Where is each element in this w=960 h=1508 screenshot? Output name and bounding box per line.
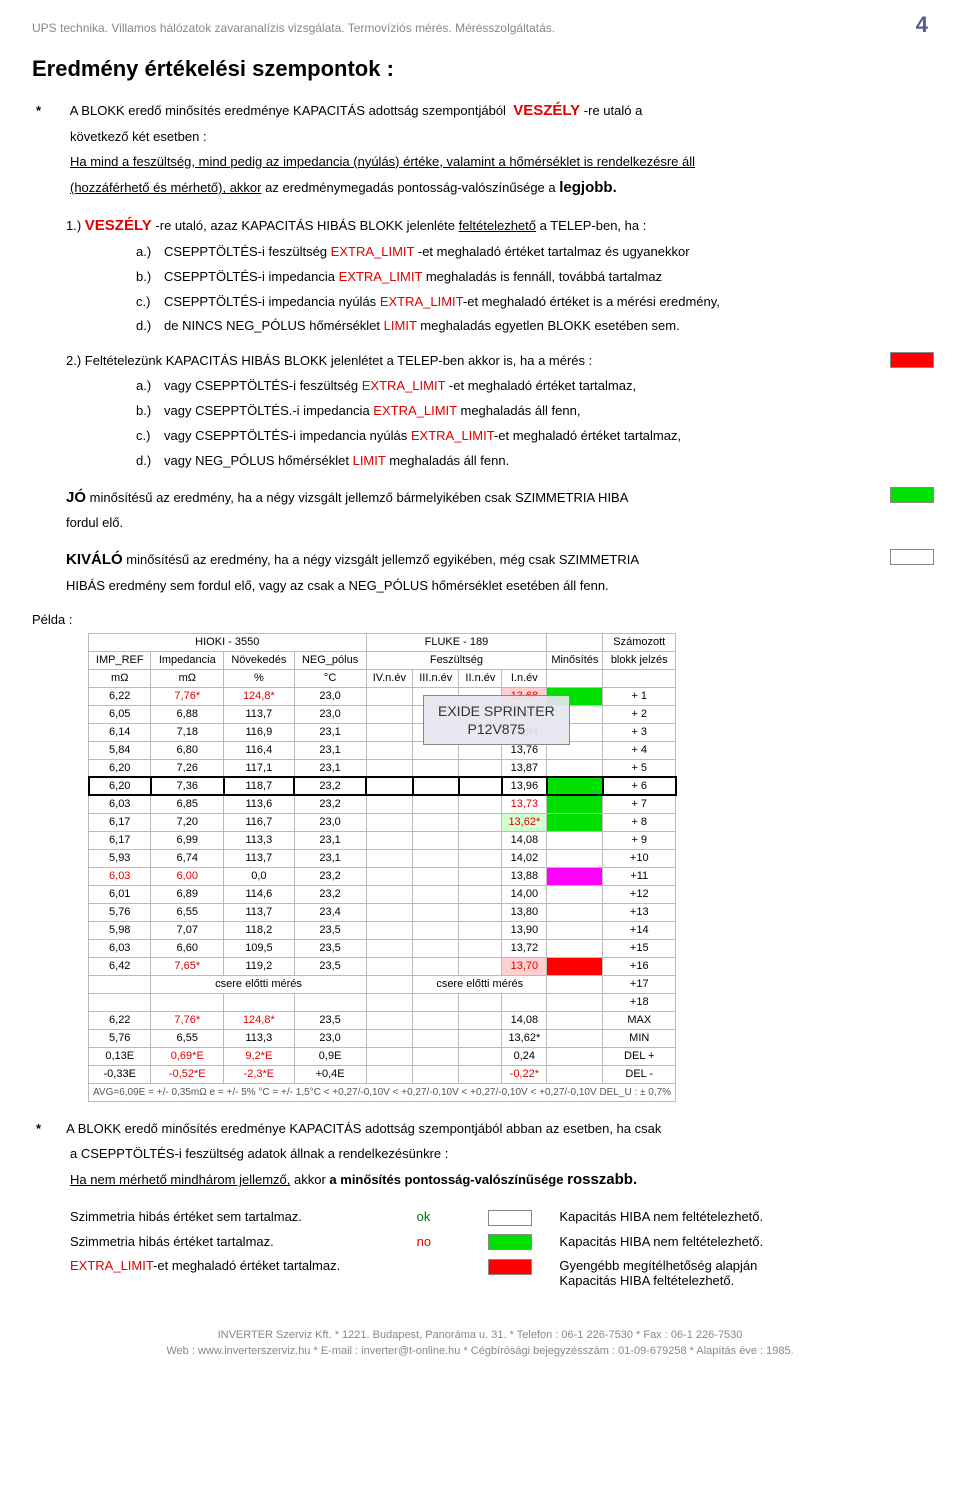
r1a: Szimmetria hibás értéket sem tartalmaz. [36,1205,411,1230]
s2a2: EXTRA_LIMIT [362,378,446,393]
intro-l4b: az eredménymegadás pontosság-valószínűsé… [265,180,556,195]
footer-l2: Web : www.inverterszerviz.hu * E-mail : … [32,1344,928,1359]
r3c: Gyengébb megítélhetőség alapján [559,1258,757,1273]
s1-c: -re utaló, azaz KAPACITÁS HIBÁS BLOKK je… [155,218,455,233]
s1-e: a TELEP-ben, ha : [540,218,647,233]
r3a: EXTRA_LIMIT [70,1258,153,1273]
s1b-lbl: b.) [136,268,156,287]
jo-block: JÓ minősítésű az eredmény, ha a négy viz… [66,487,928,534]
s1d-lbl: d.) [136,317,156,336]
s1d3: meghaladás egyetlen BLOKK esetében sem. [420,318,679,333]
green-swatch [890,487,934,503]
intro-l3: Ha mind a feszültség, mind pedig az impe… [70,153,928,172]
fs-star: * [36,1120,56,1139]
s2d1: vagy NEG_PÓLUS hőmérséklet [164,453,349,468]
wm-l2: P12V875 [438,720,555,738]
red-swatch [890,352,934,368]
footer-l1: INVERTER Szerviz Kft. * 1221. Budapest, … [32,1328,928,1343]
r2b: no [411,1230,482,1255]
page-header: UPS technika. Villamos hálózatok zavaran… [32,12,928,38]
s1-num: 1.) [66,218,81,233]
intro-l4c: legjobb. [559,179,617,196]
s2b2: EXTRA_LIMIT [373,403,457,418]
s2b-lbl: b.) [136,402,156,421]
s2a3: -et meghaladó értéket tartalmaz, [449,378,636,393]
s2c2: EXTRA_LIMIT [411,428,494,443]
white-swatch [890,549,934,565]
page-number: 4 [916,12,928,38]
watermark-box: EXIDE SPRINTER P12V875 [423,695,570,745]
s2c3: -et meghaladó értéket tartalmaz, [494,428,681,443]
s1d1: de NINCS NEG_PÓLUS hőmérséklet [164,318,380,333]
r1b: ok [411,1205,482,1230]
s1a3: -et meghaladó értéket tartalmaz és ugyan… [418,244,690,259]
s1a1: CSEPPTÖLTÉS-i feszültség [164,244,327,259]
r3d: Kapacitás HIBA feltételezhető. [559,1273,734,1288]
r3b: -et meghaladó értéket tartalmaz. [153,1258,340,1273]
page-title: Eredmény értékelési szempontok : [32,56,928,82]
fs-l1: A BLOKK eredő minősítés eredménye KAPACI… [66,1121,661,1136]
fs-l3a: Ha nem mérhető mindhárom jellemző, [70,1172,290,1187]
section-1: 1.) VESZÉLY -re utaló, azaz KAPACITÁS HI… [66,215,928,336]
jo-lbl: JÓ [66,489,86,506]
kivalo-block: KIVÁLÓ minősítésű az eredmény, ha a négy… [66,549,928,596]
s2a-lbl: a.) [136,377,156,396]
s2c1: vagy CSEPPTÖLTÉS-i impedancia nyúlás [164,428,407,443]
s1b2: EXTRA_LIMIT [339,269,423,284]
intro-l1b: -re utaló a [584,103,643,118]
s1a-lbl: a.) [136,243,156,262]
s1c-lbl: c.) [136,293,156,312]
r2a: Szimmetria hibás értéket tartalmaz. [36,1230,411,1255]
status-row: Szimmetria hibás értéket tartalmaz. no K… [36,1230,928,1255]
red-swatch-2 [488,1259,532,1275]
s2-head: 2.) Feltételezünk KAPACITÁS HIBÁS BLOKK … [66,352,928,371]
r1c: Kapacitás HIBA nem feltételezhető. [553,1205,928,1230]
s2d2: LIMIT [353,453,386,468]
section-2: 2.) Feltételezünk KAPACITÁS HIBÁS BLOKK … [66,352,928,470]
kiv-lbl: KIVÁLÓ [66,551,123,568]
fs-l2: a CSEPPTÖLTÉS-i feszültség adatok állnak… [70,1145,928,1164]
kiv-t1: minősítésű az eredmény, ha a négy vizsgá… [126,552,639,567]
header-text: UPS technika. Villamos hálózatok zavaran… [32,21,555,35]
green-swatch-2 [488,1234,532,1250]
veszely-label: VESZÉLY [513,102,580,119]
wm-l1: EXIDE SPRINTER [438,702,555,720]
s1a2: EXTRA_LIMIT [331,244,415,259]
foot-section: * A BLOKK eredő minősítés eredménye KAPA… [36,1120,928,1293]
status-table: Szimmetria hibás értéket sem tartalmaz. … [36,1205,928,1292]
s2d-lbl: d.) [136,452,156,471]
example-table-wrap: EXIDE SPRINTER P12V875 HIOKI - 3550FLUKE… [88,633,928,1102]
s1-d: feltételezhető [459,218,536,233]
s1b3: meghaladás is fennáll, továbbá tartalmaz [426,269,662,284]
page-footer: INVERTER Szerviz Kft. * 1221. Budapest, … [32,1328,928,1359]
intro-l2: következő két esetben : [70,128,928,147]
kiv-t2: HIBÁS eredmény sem fordul elő, vagy az c… [66,577,928,596]
s2b1: vagy CSEPPTÖLTÉS.-i impedancia [164,403,370,418]
status-row: Szimmetria hibás értéket sem tartalmaz. … [36,1205,928,1230]
intro-l1a: A BLOKK eredő minősítés eredménye KAPACI… [70,103,506,118]
status-row: EXTRA_LIMIT-et meghaladó értéket tartalm… [36,1254,928,1292]
intro-l4a: (hozzáférhető és mérhető), akkor [70,180,261,195]
s2d3: meghaladás áll fenn. [389,453,509,468]
jo-t2: fordul elő. [66,514,928,533]
s2c-lbl: c.) [136,427,156,446]
s1c2: EXTRA_LIMIT [380,294,463,309]
r2c: Kapacitás HIBA nem feltételezhető. [553,1230,928,1255]
example-label: Példa : [32,612,928,627]
s1-veszely: VESZÉLY [85,217,152,234]
data-table: HIOKI - 3550FLUKE - 189SzámozottIMP_REFI… [88,633,676,1102]
intro-block: * A BLOKK eredő minősítés eredménye KAPA… [36,100,928,199]
s1c3: -et meghaladó értéket is a mérési eredmé… [463,294,720,309]
star-bullet: * [36,102,56,121]
fs-l3b: akkor [294,1172,326,1187]
s2a1: vagy CSEPPTÖLTÉS-i feszültség [164,378,358,393]
s2b3: meghaladás áll fenn, [460,403,580,418]
s1c1: CSEPPTÖLTÉS-i impedancia nyúlás [164,294,376,309]
fs-l3c: a minősítés pontosság-valószínűsége [329,1172,563,1187]
s1b1: CSEPPTÖLTÉS-i impedancia [164,269,335,284]
s1d2: LIMIT [384,318,417,333]
fs-l3d: rosszabb. [567,1171,637,1188]
jo-t1: minősítésű az eredmény, ha a négy vizsgá… [90,490,629,505]
white-swatch-2 [488,1210,532,1226]
